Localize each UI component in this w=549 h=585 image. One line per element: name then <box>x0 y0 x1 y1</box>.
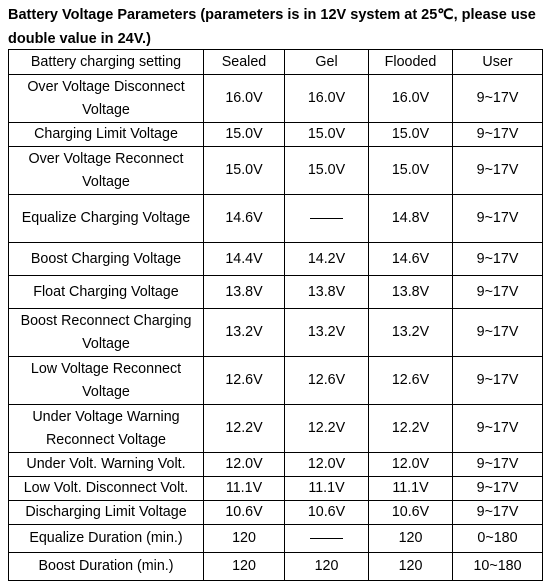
table-cell: 9~17V <box>452 275 543 309</box>
table-cell: 16.0V <box>368 74 453 123</box>
table-cell: 13.2V <box>203 308 285 357</box>
table-cell: 12.2V <box>368 404 453 453</box>
row-label: Charging Limit Voltage <box>8 122 204 147</box>
table-row: Boost Reconnect Charging Voltage 13.2V 13.… <box>8 308 543 357</box>
header-flooded: Flooded <box>368 49 453 75</box>
table-cell: 120 <box>368 552 453 581</box>
row-label: Low Volt. Disconnect Volt. <box>8 476 204 501</box>
table-cell: 16.0V <box>203 74 285 123</box>
table-cell: 11.1V <box>368 476 453 501</box>
table-row: Equalize Duration (min.) 120 120 0~180 <box>8 524 543 553</box>
table-cell <box>284 524 369 553</box>
row-label: Over Voltage Reconnect Voltage <box>8 146 204 195</box>
row-label: Boost Charging Voltage <box>8 242 204 276</box>
page-title: Battery Voltage Parameters (parameters i… <box>8 7 536 47</box>
table-cell: 12.2V <box>284 404 369 453</box>
table-row: Over Voltage Reconnect Voltage 15.0V 15.0V… <box>8 146 543 195</box>
table-cell: 9~17V <box>452 500 543 525</box>
table-cell: 10.6V <box>368 500 453 525</box>
table-cell: 14.2V <box>284 242 369 276</box>
row-label: Boost Duration (min.) <box>8 552 204 581</box>
table-row: Float Charging Voltage 13.8V 13.8V 13.8V 9~1… <box>8 275 543 309</box>
table-cell: 12.0V <box>203 452 285 477</box>
table-cell: 13.2V <box>284 308 369 357</box>
table-cell: 9~17V <box>452 452 543 477</box>
header-user: User <box>452 49 543 75</box>
row-label: Equalize Duration (min.) <box>8 524 204 553</box>
table-cell: 15.0V <box>368 122 453 147</box>
table-cell: 12.0V <box>284 452 369 477</box>
table-cell: 12.2V <box>203 404 285 453</box>
table-row: Boost Charging Voltage 14.4V 14.2V 14.6V 9~1… <box>8 242 543 276</box>
header-sealed: Sealed <box>203 49 285 75</box>
table-cell: 12.6V <box>203 356 285 405</box>
table-row: Over Voltage Disconnect Voltage 16.0V 16.0… <box>8 74 543 123</box>
table-cell: 15.0V <box>203 122 285 147</box>
table-cell: 11.1V <box>284 476 369 501</box>
table-header-row: Battery charging setting Sealed Gel Floo… <box>8 49 543 75</box>
table-row: Low Volt. Disconnect Volt. 11.1V 11.1V 11.1… <box>8 476 543 501</box>
table-cell: 120 <box>203 524 285 553</box>
table-row: Low Voltage Reconnect Voltage 12.6V 12.6V 1… <box>8 356 543 405</box>
table-cell: 11.1V <box>203 476 285 501</box>
table-cell: 9~17V <box>452 194 543 243</box>
table-cell: 15.0V <box>284 122 369 147</box>
table-cell <box>284 194 369 243</box>
table-row: Discharging Limit Voltage 10.6V 10.6V 10.6V… <box>8 500 543 525</box>
table-cell: 120 <box>284 552 369 581</box>
table-cell: 9~17V <box>452 122 543 147</box>
table-cell: 13.8V <box>368 275 453 309</box>
table-cell: 120 <box>203 552 285 581</box>
table-cell: 9~17V <box>452 74 543 123</box>
table-cell: 9~17V <box>452 476 543 501</box>
table-row: Boost Duration (min.) 120 120 120 10~180 <box>8 552 543 581</box>
table-cell: 14.4V <box>203 242 285 276</box>
table-cell: 9~17V <box>452 146 543 195</box>
table-cell: 9~17V <box>452 356 543 405</box>
table-cell: 12.6V <box>284 356 369 405</box>
row-label: Boost Reconnect Charging Voltage <box>8 308 204 357</box>
row-label: Low Voltage Reconnect Voltage <box>8 356 204 405</box>
table-cell: 14.8V <box>368 194 453 243</box>
table-cell: 9~17V <box>452 308 543 357</box>
table-cell: 120 <box>368 524 453 553</box>
table-cell: 10.6V <box>284 500 369 525</box>
table-cell: 10~180 <box>452 552 543 581</box>
table-row: Equalize Charging Voltage 14.6V 14.8V 9~17V <box>8 194 543 243</box>
row-label: Float Charging Voltage <box>8 275 204 309</box>
table-row: Under Volt. Warning Volt. 12.0V 12.0V 12.0V… <box>8 452 543 477</box>
battery-parameters-table: Battery charging setting Sealed Gel Floo… <box>8 49 543 581</box>
row-label: Under Volt. Warning Volt. <box>8 452 204 477</box>
table-cell: 9~17V <box>452 404 543 453</box>
row-label: Under Voltage Warning Reconnect Voltage <box>8 404 204 453</box>
row-label: Discharging Limit Voltage <box>8 500 204 525</box>
table-cell: 12.6V <box>368 356 453 405</box>
table-cell: 16.0V <box>284 74 369 123</box>
table-cell: 15.0V <box>284 146 369 195</box>
table-cell: 15.0V <box>203 146 285 195</box>
table-cell: 9~17V <box>452 242 543 276</box>
not-applicable-dash <box>310 537 343 539</box>
table-cell: 14.6V <box>203 194 285 243</box>
table-cell: 13.8V <box>203 275 285 309</box>
table-cell: 15.0V <box>368 146 453 195</box>
table-cell: 14.6V <box>368 242 453 276</box>
table-cell: 0~180 <box>452 524 543 553</box>
table-cell: 12.0V <box>368 452 453 477</box>
table-cell: 10.6V <box>203 500 285 525</box>
row-label: Over Voltage Disconnect Voltage <box>8 74 204 123</box>
table-cell: 13.8V <box>284 275 369 309</box>
table-cell: 13.2V <box>368 308 453 357</box>
table-row: Under Voltage Warning Reconnect Voltage 1… <box>8 404 543 453</box>
row-label: Equalize Charging Voltage <box>8 194 204 243</box>
header-gel: Gel <box>284 49 369 75</box>
not-applicable-dash <box>310 217 343 219</box>
header-setting: Battery charging setting <box>8 49 204 75</box>
table-row: Charging Limit Voltage 15.0V 15.0V 15.0V 9~1… <box>8 122 543 147</box>
